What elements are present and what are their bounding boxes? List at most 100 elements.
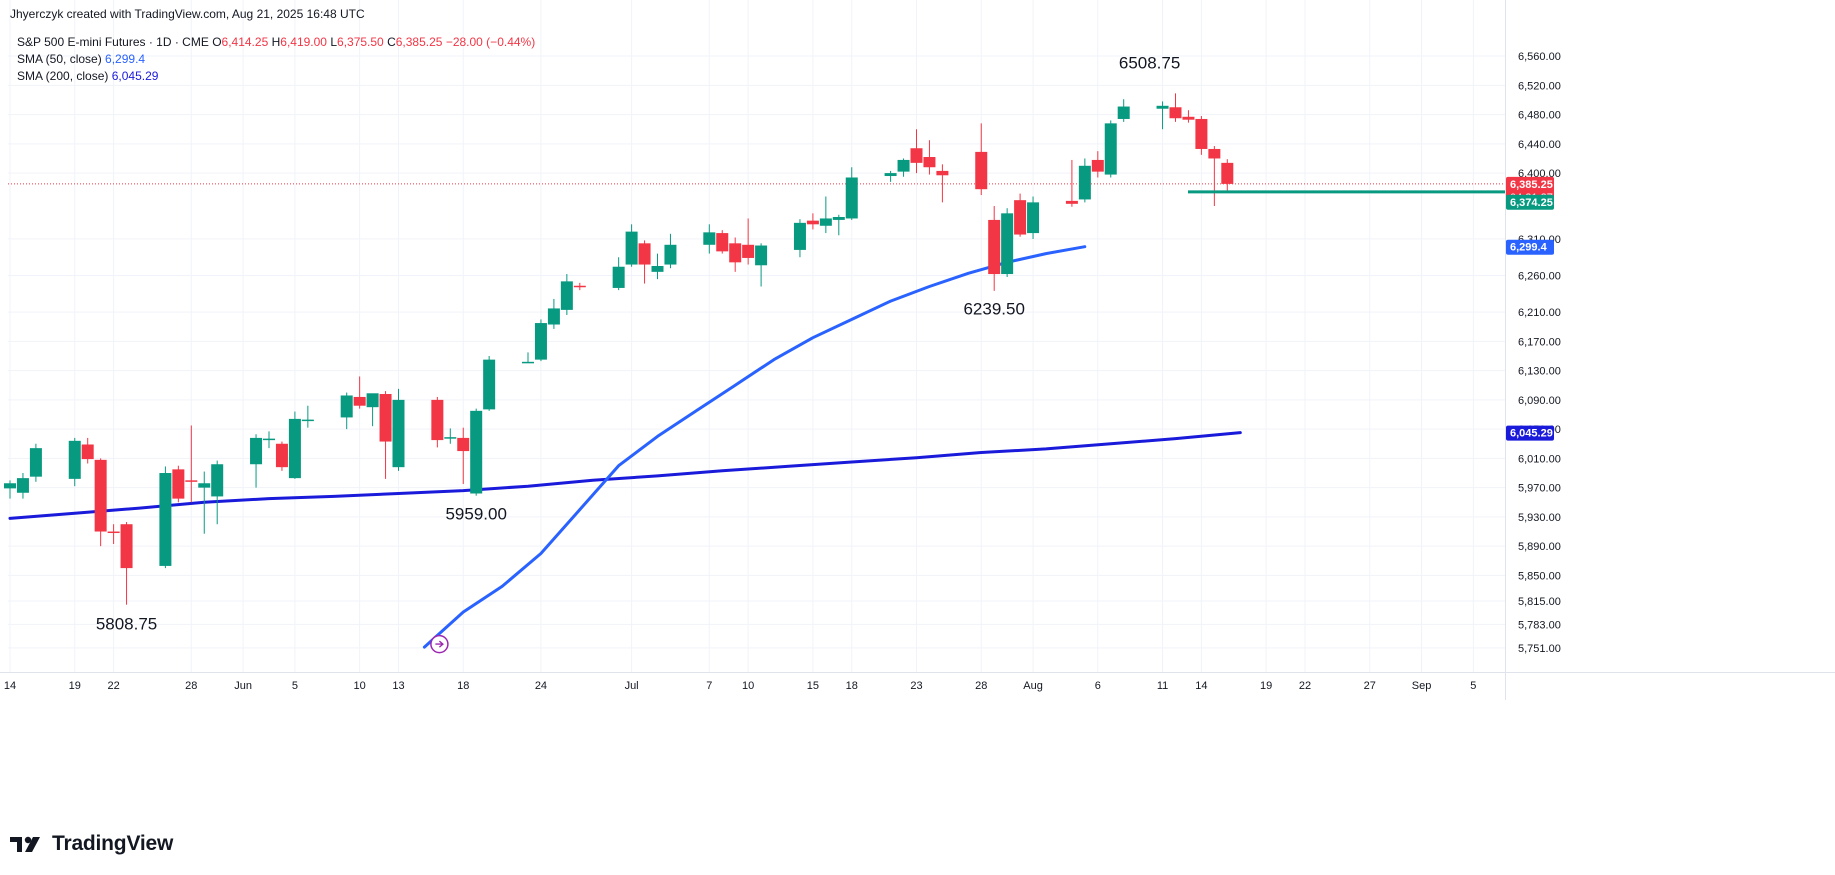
candle-down[interactable] xyxy=(910,129,923,174)
candle-up[interactable] xyxy=(211,460,224,525)
candle-up[interactable] xyxy=(845,167,858,220)
candle-up[interactable] xyxy=(755,243,768,287)
candle-up[interactable] xyxy=(534,319,547,362)
candle-down[interactable] xyxy=(806,213,819,230)
change-value: −28.00 (−0.44%) xyxy=(445,35,536,49)
candle-body xyxy=(301,419,314,422)
candle-up[interactable] xyxy=(547,298,560,329)
time-axis[interactable]: 14 19 22 28 Jun 5 10 13 18 24 Jul 7 10 15 18 23 28 Aug 6 11… xyxy=(0,672,1835,693)
sma50-legend[interactable]: SMA (50, close) 6,299.4 xyxy=(17,52,145,66)
candle-up[interactable] xyxy=(832,214,845,236)
price-axis[interactable]: 6,560.006,520.006,480.006,440.006,400.00… xyxy=(1505,0,1835,700)
candle-up[interactable] xyxy=(68,437,81,487)
candle-down[interactable] xyxy=(1014,193,1027,237)
candle-up[interactable] xyxy=(1104,120,1117,178)
candle-up[interactable] xyxy=(522,352,534,364)
candle-up[interactable] xyxy=(340,392,353,430)
candle-down[interactable] xyxy=(1065,159,1078,207)
candle-body xyxy=(703,232,716,245)
candle-body xyxy=(120,524,133,569)
candle-up[interactable] xyxy=(250,434,263,488)
candle-down[interactable] xyxy=(275,441,288,471)
candle-body xyxy=(729,243,742,263)
candle-body xyxy=(560,281,573,310)
candle-up[interactable] xyxy=(1078,158,1091,203)
candle-down[interactable] xyxy=(1091,151,1104,178)
candle-up[interactable] xyxy=(703,224,716,254)
candle-down[interactable] xyxy=(94,458,107,547)
candle-up[interactable] xyxy=(444,428,457,444)
candle-down[interactable] xyxy=(185,425,198,503)
candle-up[interactable] xyxy=(1027,196,1040,239)
candle-down[interactable] xyxy=(457,427,470,484)
sma200-line[interactable] xyxy=(8,431,1242,520)
symbol-legend[interactable]: S&P 500 E-mini Futures · 1D · CME O6,414… xyxy=(17,35,535,49)
candle-up[interactable] xyxy=(819,196,832,234)
candle-down[interactable] xyxy=(431,396,444,448)
y-tick-label: 6,440.00 xyxy=(1518,139,1561,151)
candle-up[interactable] xyxy=(198,471,211,534)
candle-up[interactable] xyxy=(483,355,496,411)
candle-up[interactable] xyxy=(159,466,172,569)
candle-up[interactable] xyxy=(1001,208,1014,277)
candle-up[interactable] xyxy=(4,480,16,499)
candle-down[interactable] xyxy=(107,524,120,544)
candle-down[interactable] xyxy=(742,218,755,265)
candle-down[interactable] xyxy=(923,140,936,175)
candle-up[interactable] xyxy=(1156,101,1169,130)
candle-up[interactable] xyxy=(560,274,573,316)
tradingview-brand[interactable]: TradingView xyxy=(10,832,173,856)
candle-body xyxy=(366,393,379,408)
candlestick-series[interactable] xyxy=(4,93,1234,605)
candle-down[interactable] xyxy=(729,237,742,272)
candle-up[interactable] xyxy=(263,431,275,449)
candle-up[interactable] xyxy=(16,473,29,499)
candle-up[interactable] xyxy=(1117,99,1130,122)
sma50-start-marker[interactable] xyxy=(430,634,449,654)
candle-down[interactable] xyxy=(1195,116,1208,155)
candle-down[interactable] xyxy=(573,282,586,291)
chart-grid xyxy=(8,0,1505,672)
candle-down[interactable] xyxy=(936,164,949,203)
candle-up[interactable] xyxy=(366,393,379,427)
sma200-legend[interactable]: SMA (200, close) 6,045.29 xyxy=(17,69,158,83)
candle-up[interactable] xyxy=(288,411,301,479)
x-tick-label: Sep xyxy=(1412,680,1432,692)
candle-up[interactable] xyxy=(651,253,664,280)
candle-down[interactable] xyxy=(638,240,651,284)
candle-up[interactable] xyxy=(625,224,638,267)
candle-up[interactable] xyxy=(664,233,677,269)
y-tick-label: 6,520.00 xyxy=(1518,80,1561,92)
candle-up[interactable] xyxy=(897,158,910,177)
candle-body xyxy=(250,437,263,465)
sma200-label: SMA (200, close) xyxy=(17,69,109,83)
candle-down[interactable] xyxy=(988,206,1001,291)
candle-down[interactable] xyxy=(81,437,94,464)
candle-down[interactable] xyxy=(1182,110,1195,123)
candle-down[interactable] xyxy=(716,230,729,254)
candle-body xyxy=(819,218,832,226)
candle-body xyxy=(353,396,366,406)
candle-down[interactable] xyxy=(379,391,392,479)
candle-down[interactable] xyxy=(1221,159,1234,192)
candle-up[interactable] xyxy=(470,408,483,496)
candle-up[interactable] xyxy=(884,170,897,182)
candle-down[interactable] xyxy=(1208,146,1221,207)
candle-body xyxy=(1208,148,1221,159)
sma50-line[interactable] xyxy=(422,245,1087,649)
candle-up[interactable] xyxy=(793,219,806,258)
candle-up[interactable] xyxy=(301,405,314,428)
candle-up[interactable] xyxy=(29,443,42,482)
candle-down[interactable] xyxy=(353,376,366,409)
candle-down[interactable] xyxy=(975,123,988,196)
candle-down[interactable] xyxy=(120,522,133,605)
candle-body xyxy=(897,159,910,172)
candle-down[interactable] xyxy=(172,465,185,503)
candle-up[interactable] xyxy=(612,257,625,291)
high-label: H xyxy=(271,35,281,49)
open-label: O xyxy=(212,35,222,49)
candle-up[interactable] xyxy=(392,388,405,471)
candle-down[interactable] xyxy=(1169,93,1182,122)
y-tick-label: 6,480.00 xyxy=(1518,110,1561,122)
